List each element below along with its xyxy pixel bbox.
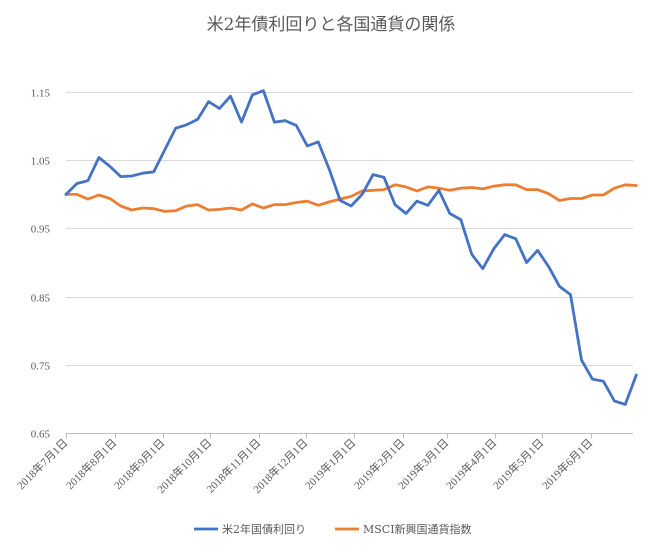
y-tick-label: 0.85 <box>31 293 51 305</box>
y-tick-label: 1.15 <box>31 88 51 100</box>
x-tick-label: 2019年1月1日 <box>302 436 359 493</box>
series-line <box>64 89 638 406</box>
y-tick-label: 0.95 <box>31 224 51 236</box>
x-tick-label: 2019年5月1日 <box>490 436 547 493</box>
x-tick-label: 2018年7月1日 <box>14 436 71 493</box>
x-tick-label: 2019年6月1日 <box>539 436 596 493</box>
y-tick-label: 0.75 <box>31 361 51 373</box>
legend-label: MSCI新興国通貨指数 <box>363 522 472 536</box>
series-line <box>64 183 638 213</box>
legend: 米2年国債利回り MSCI新興国通貨指数 <box>194 522 472 536</box>
y-tick-label: 1.05 <box>31 156 51 168</box>
gridlines <box>66 92 633 366</box>
x-axis-ticks: 2018年7月1日2018年8月1日2018年9月1日2018年10月1日201… <box>14 433 596 496</box>
series-lines <box>64 89 638 406</box>
chart-title: 米2年債利回りと各国通貨の関係 <box>207 15 456 35</box>
legend-label: 米2年国債利回り <box>222 522 306 536</box>
y-axis-ticks: 1.15 1.05 0.95 0.85 0.75 0.65 <box>31 88 51 441</box>
y-tick-label: 0.65 <box>31 429 51 441</box>
